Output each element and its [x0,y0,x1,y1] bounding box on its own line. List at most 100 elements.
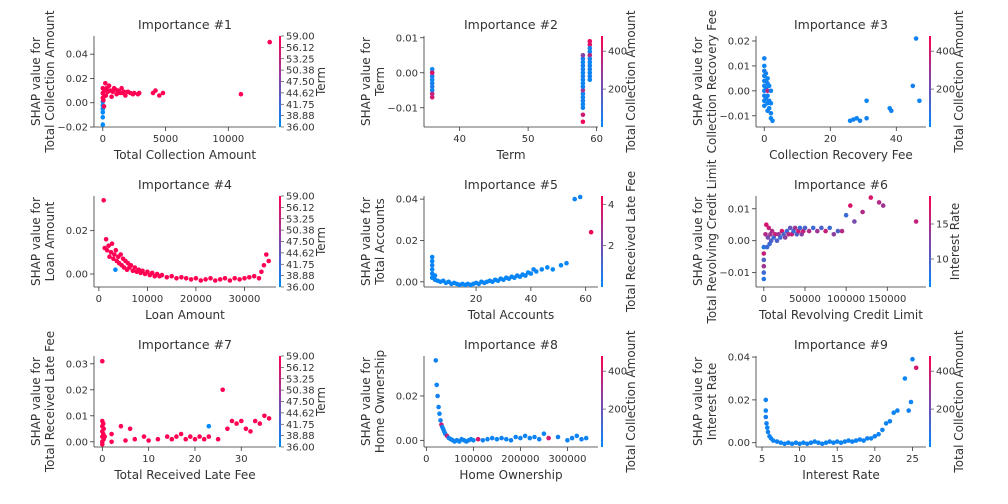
colorbar-tick-label: 36.00 [286,443,315,454]
y-tick-label: 0.00 [396,436,418,447]
data-point [587,46,593,51]
data-point [534,269,539,274]
y-tick-label: 0.03 [66,359,88,370]
colorbar [279,36,281,127]
y-tick-label: 0.02 [728,395,750,406]
data-point [267,39,273,45]
data-point [153,88,158,93]
y-tick-label: 0.00 [728,236,750,247]
data-point [101,421,106,426]
colorbar-tick-label: 38.88 [286,431,315,442]
data-point [164,434,170,439]
data-point [489,435,495,441]
data-point [812,439,817,444]
data-point [429,258,435,264]
x-tick-label: 0 [99,454,105,465]
data-point [229,418,235,424]
data-point [765,88,770,94]
data-point [183,276,189,281]
data-point [865,436,870,441]
panel-title: Importance #8 [464,337,558,352]
data-point [149,270,155,276]
data-point [768,111,774,116]
data-point [816,440,821,446]
data-point [429,254,435,260]
data-point [587,70,593,76]
data-point [761,276,767,282]
data-point [169,273,174,279]
data-point [102,434,107,439]
data-point [857,118,863,124]
data-point [113,247,119,253]
data-point [876,200,882,205]
x-tick-label: 50000 [789,294,821,305]
data-point [762,63,767,69]
x-tick-label: 0 [761,294,767,305]
y-axis-label: SHAP value for [691,357,705,446]
data-point [159,272,165,278]
colorbar-tick-label: 36.00 [286,283,315,294]
data-point [765,76,770,81]
x-tick-label: 10000 [131,294,163,305]
data-point [853,438,859,443]
colorbar-tick-label: 41.75 [286,100,315,111]
panel-title: Importance #2 [464,17,558,32]
data-point [842,439,848,444]
data-point [887,419,893,424]
data-point [243,426,249,432]
x-tick-label: 30000 [229,294,261,305]
data-point [765,429,771,435]
data-point [786,232,791,237]
data-point [761,263,767,269]
data-point [193,276,199,281]
data-point [580,95,586,100]
data-point [587,60,593,65]
data-point [787,225,793,231]
data-point [155,436,161,442]
data-point [587,39,593,44]
y-tick-label: −0.02 [57,123,88,134]
data-point [225,426,230,432]
y-tick-label: 0.00 [66,98,88,109]
colorbar [279,356,281,447]
x-axis-label: Total Received Late Fee [113,468,255,482]
data-point [429,74,435,79]
data-point [876,431,881,437]
data-point [792,225,798,231]
y-tick-label: 0.02 [66,74,88,85]
data-point [880,203,886,208]
x-axis-label: Total Revolving Credit Limit [758,308,923,322]
data-point [100,115,106,120]
data-point [127,426,133,432]
colorbar-tick-label: 50.38 [286,386,315,397]
data-point [768,88,774,94]
y-axis-label: SHAP value for [359,37,373,126]
x-tick-label: 40 [453,134,466,145]
colorbar [601,36,603,127]
data-point [580,77,586,83]
data-point [782,235,788,240]
colorbar-tick-label: 56.12 [286,363,315,374]
data-point [104,247,110,253]
data-point [208,276,213,281]
data-point [188,434,193,439]
data-point [436,404,441,410]
x-tick-label: 100000 [454,454,492,465]
data-point [848,203,853,208]
data-point [580,70,586,76]
data-point [782,441,787,447]
data-point [913,219,919,224]
data-point [565,438,570,443]
data-point [770,118,775,124]
data-point [806,228,812,234]
data-point [808,440,814,446]
colorbar-tick-label: 53.25 [286,214,315,225]
data-point [580,74,586,79]
data-point [438,418,443,423]
data-point [100,122,106,127]
data-point [778,440,784,446]
data-point [895,408,900,413]
y-tick-label: 0.00 [396,68,418,79]
colorbar [279,196,281,287]
